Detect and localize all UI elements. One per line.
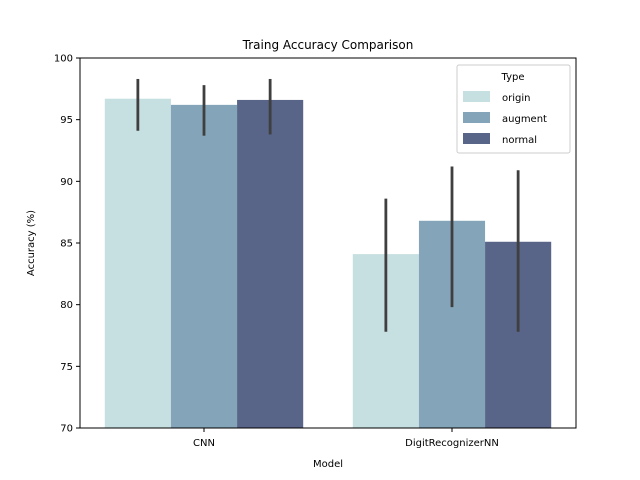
y-tick-label: 95 [60,115,73,126]
x-tick-label: CNN [193,438,215,449]
legend-frame [456,64,571,154]
error-bars-layer [136,78,520,332]
x-axis: CNN DigitRecognizerNN [193,428,499,449]
x-tick-label: DigitRecognizerNN [405,438,499,449]
legend-label-origin: origin [502,93,530,104]
y-tick-label: 90 [60,177,73,188]
y-tick-label: 75 [60,362,73,373]
legend-label-augment: augment [502,114,547,125]
bar-origin-0 [104,98,171,428]
legend: Type origin augment normal [456,64,571,154]
bar-normal-0 [237,99,304,428]
x-axis-label: Model [313,459,343,470]
y-tick-label: 85 [60,239,73,250]
y-tick-label: 70 [60,424,73,435]
y-tick-label: 100 [54,54,73,65]
chart-title: Traing Accuracy Comparison [242,38,414,52]
bar-augment-0 [170,104,238,428]
legend-label-normal: normal [502,135,537,146]
y-tick-label: 80 [60,300,73,311]
legend-swatch-origin [463,91,490,102]
legend-swatch-augment [463,112,490,123]
legend-swatch-normal [463,133,490,144]
y-axis-label: Accuracy (%) [26,210,37,276]
y-axis: 70 75 80 85 90 95 100 [54,54,80,435]
legend-title: Type [501,72,525,83]
legend-items: origin augment normal [463,91,547,146]
